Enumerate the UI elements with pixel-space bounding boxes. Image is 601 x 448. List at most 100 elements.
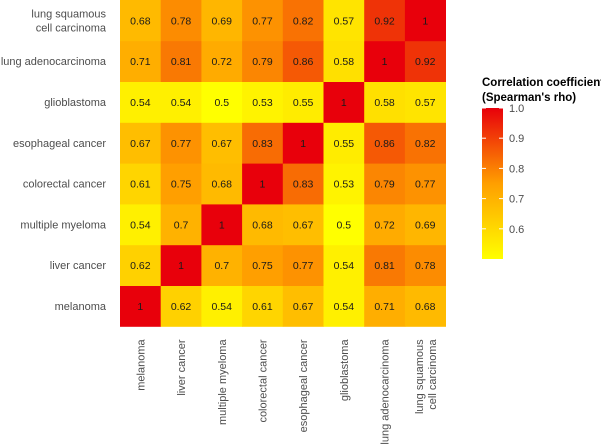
heatmap-cell <box>404 163 446 205</box>
legend: Correlation coefficient (Spearman's rho)… <box>482 77 601 259</box>
x-axis-labels: melanoma liver cancer multiple myeloma colo… <box>135 339 438 445</box>
heatmap-cell-value: 0.68 <box>212 179 233 191</box>
heatmap-cell-value: 0.57 <box>415 97 436 109</box>
heatmap-cell <box>201 285 243 327</box>
y-axis-label: lung squamous cell carcinoma <box>31 8 106 34</box>
heatmap-cell-value: 0.62 <box>171 301 192 313</box>
heatmap-cell-value: 0.54 <box>334 260 355 272</box>
legend-title-line-1: Correlation coefficient <box>482 77 601 89</box>
heatmap-cell-value: 0.86 <box>293 56 314 68</box>
heatmap-cell-value: 1 <box>341 97 347 109</box>
heatmap-cell-value: 0.54 <box>171 97 192 109</box>
heatmap-cell <box>323 163 365 205</box>
heatmap-cell <box>282 0 324 42</box>
x-axis-label: liver cancer <box>176 339 188 396</box>
heatmap-cell <box>323 122 365 164</box>
heatmap-cell <box>242 204 284 246</box>
legend-ticks: 0.6 0.7 0.8 0.9 1.0 <box>482 103 524 236</box>
heatmap-cell <box>242 0 284 42</box>
heatmap-cell <box>404 0 446 42</box>
heatmap-cell-value: 0.78 <box>415 260 436 272</box>
heatmap-cell-value: 0.69 <box>415 219 436 231</box>
x-axis-label: lung squamouscell carcinoma <box>414 339 439 414</box>
heatmap-cell-value: 0.7 <box>174 219 189 231</box>
heatmap-cell <box>120 204 162 246</box>
heatmap-cell <box>323 81 365 123</box>
heatmap-cell-value: 0.82 <box>293 15 314 27</box>
heatmap-cell-value: 0.68 <box>415 301 436 313</box>
heatmap-cell <box>404 204 446 246</box>
heatmap-cell <box>364 122 406 164</box>
legend-tick-label: 0.6 <box>509 224 524 236</box>
legend-tick-label: 0.7 <box>509 194 524 206</box>
heatmap-cell-value: 0.86 <box>374 138 395 150</box>
heatmap-cell <box>201 81 243 123</box>
heatmap-cells <box>120 0 446 327</box>
heatmap-cell <box>201 163 243 205</box>
heatmap-cell <box>160 40 202 82</box>
heatmap-cell <box>364 163 406 205</box>
heatmap-cell-value: 1 <box>382 56 388 68</box>
heatmap-cell-value: 0.77 <box>415 179 436 191</box>
x-axis-label: esophageal cancer <box>298 339 310 432</box>
heatmap-cell <box>120 0 162 42</box>
x-axis-label: colorectal cancer <box>257 339 269 422</box>
heatmap-cell-value: 0.54 <box>130 97 151 109</box>
heatmap-cell <box>160 0 202 42</box>
heatmap-cell-value: 0.61 <box>130 179 151 191</box>
heatmap-cell-value: 0.58 <box>374 97 395 109</box>
heatmap-cell-value: 0.67 <box>293 219 314 231</box>
heatmap-cell-value: 0.71 <box>374 301 395 313</box>
heatmap-cell <box>323 40 365 82</box>
legend-colorbar <box>482 108 503 259</box>
heatmap-cell <box>364 81 406 123</box>
y-axis-label: colorectal cancer <box>23 179 106 191</box>
legend-title-line-2: (Spearman's rho) <box>482 92 576 104</box>
x-axis-label: multiple myeloma <box>217 339 229 425</box>
heatmap-cell-value: 0.82 <box>415 138 436 150</box>
x-axis-label: glioblastoma <box>339 339 351 402</box>
heatmap-cell <box>404 81 446 123</box>
y-axis-labels: melanoma liver cancer multiple myeloma colo… <box>1 8 107 313</box>
heatmap-cell <box>282 204 324 246</box>
heatmap-cell <box>242 122 284 164</box>
heatmap-cell-value: 0.5 <box>214 97 229 109</box>
y-axis-label: esophageal cancer <box>13 138 106 150</box>
heatmap-cell-value: 0.57 <box>334 15 355 27</box>
heatmap-cell-value: 0.54 <box>130 219 151 231</box>
heatmap-cell <box>242 244 284 286</box>
heatmap-cell <box>160 285 202 327</box>
heatmap-cell <box>364 244 406 286</box>
heatmap-cell <box>282 285 324 327</box>
heatmap-cell-value: 0.69 <box>212 15 233 27</box>
heatmap-cell <box>120 122 162 164</box>
heatmap-cell-value: 0.72 <box>374 219 395 231</box>
heatmap-cell <box>282 244 324 286</box>
heatmap-cell-value: 0.83 <box>252 138 273 150</box>
y-axis-label: multiple myeloma <box>20 219 106 231</box>
heatmap-cell <box>282 163 324 205</box>
heatmap-cell-value: 0.79 <box>252 56 273 68</box>
heatmap-cell-value: 0.68 <box>252 219 273 231</box>
heatmap-cell <box>364 40 406 82</box>
heatmap-cell <box>160 122 202 164</box>
heatmap-cell-value: 1 <box>137 301 143 313</box>
heatmap-cell <box>160 244 202 286</box>
y-axis-label: melanoma <box>55 301 107 313</box>
heatmap-cell-value: 0.71 <box>130 56 151 68</box>
heatmap-cell-value: 0.5 <box>337 219 352 231</box>
heatmap-cell-value: 0.83 <box>293 179 314 191</box>
heatmap-cell <box>201 204 243 246</box>
legend-tick-label: 1.0 <box>509 103 524 115</box>
heatmap-cell-value: 1 <box>300 138 306 150</box>
heatmap-cell-value: 0.54 <box>212 301 233 313</box>
heatmap-cell-value: 1 <box>260 179 266 191</box>
heatmap-cell <box>120 285 162 327</box>
heatmap-cell <box>160 204 202 246</box>
heatmap-cell-value: 0.77 <box>252 15 273 27</box>
heatmap-cell-value: 0.7 <box>214 260 229 272</box>
heatmap-cell-value: 0.92 <box>415 56 436 68</box>
heatmap-cell <box>120 244 162 286</box>
x-axis-label: melanoma <box>135 339 147 391</box>
heatmap-cell-value: 0.72 <box>212 56 233 68</box>
